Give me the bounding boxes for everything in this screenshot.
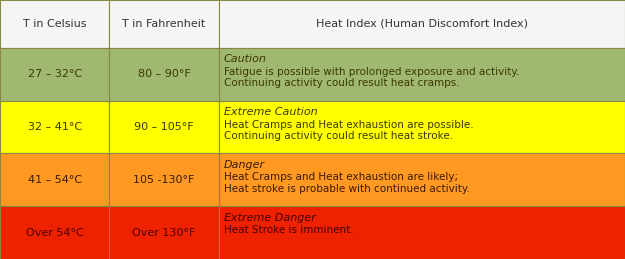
Bar [109, 153, 219, 206]
Bar [219, 153, 625, 206]
Bar [0, 206, 109, 259]
Bar [219, 0, 625, 48]
Text: Over 54°C: Over 54°C [26, 228, 84, 238]
Bar [109, 101, 219, 153]
Text: 105 -130°F: 105 -130°F [133, 175, 195, 185]
Text: Extreme Caution: Extreme Caution [224, 107, 318, 117]
Text: T in Fahrenheit: T in Fahrenheit [122, 19, 206, 29]
Bar [219, 48, 625, 101]
Text: Fatigue is possible with prolonged exposure and activity.: Fatigue is possible with prolonged expos… [224, 67, 519, 77]
Text: T in Celsius: T in Celsius [23, 19, 86, 29]
Bar [219, 101, 625, 153]
Bar [109, 0, 219, 48]
Bar [219, 206, 625, 259]
Bar [0, 101, 109, 153]
Text: 27 – 32°C: 27 – 32°C [28, 69, 82, 79]
Text: Continuing activity could result heat stroke.: Continuing activity could result heat st… [224, 131, 453, 141]
Text: Heat stroke is probable with continued activity.: Heat stroke is probable with continued a… [224, 184, 469, 194]
Text: Danger: Danger [224, 160, 265, 170]
Text: Heat Stroke is imminent.: Heat Stroke is imminent. [224, 225, 353, 235]
Text: Extreme Danger: Extreme Danger [224, 213, 316, 223]
Text: 80 – 90°F: 80 – 90°F [138, 69, 191, 79]
Bar [109, 206, 219, 259]
Text: Over 130°F: Over 130°F [132, 228, 196, 238]
Text: Heat Cramps and Heat exhaustion are possible.: Heat Cramps and Heat exhaustion are poss… [224, 120, 473, 130]
Bar [0, 0, 109, 48]
Bar [0, 48, 109, 101]
Text: 90 – 105°F: 90 – 105°F [134, 122, 194, 132]
Text: Caution: Caution [224, 54, 267, 64]
Bar [0, 153, 109, 206]
Text: Heat Cramps and Heat exhaustion are likely;: Heat Cramps and Heat exhaustion are like… [224, 172, 458, 182]
Text: 32 – 41°C: 32 – 41°C [28, 122, 82, 132]
Text: 41 – 54°C: 41 – 54°C [28, 175, 82, 185]
Text: Heat Index (Human Discomfort Index): Heat Index (Human Discomfort Index) [316, 19, 528, 29]
Bar [109, 48, 219, 101]
Text: Continuing activity could result heat cramps.: Continuing activity could result heat cr… [224, 78, 459, 88]
